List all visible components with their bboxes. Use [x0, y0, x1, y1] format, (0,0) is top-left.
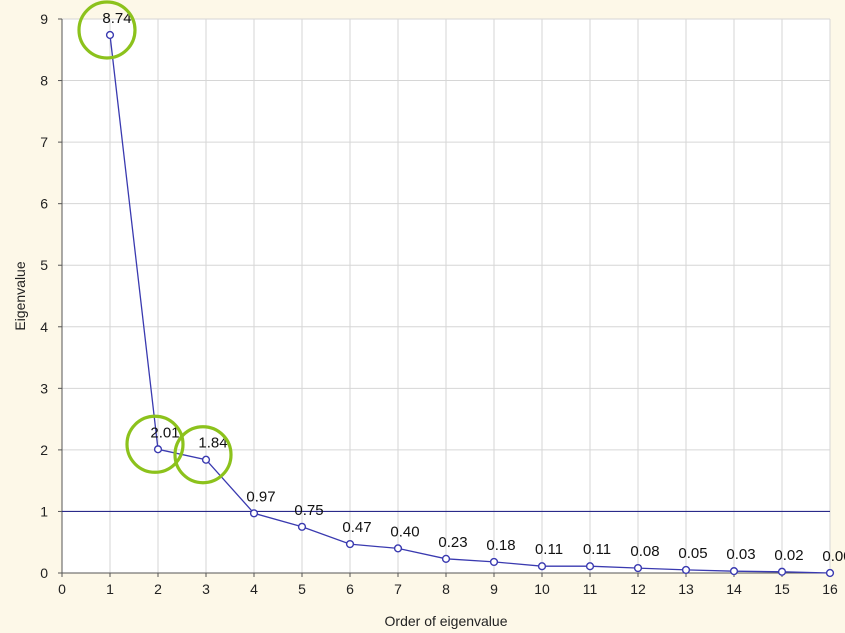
- x-tick-label: 4: [250, 581, 258, 597]
- data-point: [633, 563, 643, 573]
- x-tick-label: 12: [630, 581, 646, 597]
- data-label: 0.00: [822, 548, 845, 565]
- x-tick-label: 5: [298, 581, 306, 597]
- data-point: [585, 562, 595, 571]
- x-tick-label: 16: [822, 581, 838, 597]
- y-tick-label: 3: [40, 380, 48, 396]
- data-label: 0.05: [678, 545, 707, 562]
- data-label: 0.02: [774, 547, 803, 564]
- x-tick-label: 3: [202, 581, 210, 597]
- x-tick-label: 15: [774, 581, 790, 597]
- y-tick-label: 7: [40, 134, 48, 150]
- x-tick-label: 1: [106, 581, 114, 597]
- data-point: [825, 568, 835, 578]
- y-axis-title: Eigenvalue: [12, 261, 28, 330]
- data-point: [489, 557, 499, 567]
- data-label: 0.03: [726, 546, 755, 563]
- series-line: [109, 34, 831, 574]
- data-label: 0.08: [630, 543, 659, 560]
- data-label: 8.74: [102, 10, 131, 27]
- y-tick-label: 9: [40, 11, 48, 27]
- data-label: 0.40: [390, 523, 419, 540]
- x-tick-label: 14: [726, 581, 742, 597]
- x-tick-label: 8: [442, 581, 450, 597]
- x-tick-label: 13: [678, 581, 694, 597]
- data-label: 0.75: [294, 502, 323, 519]
- highlight-circle: [77, 0, 137, 60]
- data-label: 0.18: [486, 537, 515, 554]
- data-label: 0.11: [535, 541, 563, 558]
- x-tick-label: 7: [394, 581, 402, 597]
- y-tick-label: 1: [40, 503, 48, 519]
- y-tick-label: 5: [40, 257, 48, 273]
- data-point: [105, 30, 115, 40]
- data-point: [729, 567, 739, 576]
- data-label: 2.01: [150, 424, 179, 441]
- x-tick-label: 0: [58, 581, 66, 597]
- highlight-circle: [125, 414, 185, 474]
- y-tick-label: 4: [40, 319, 48, 335]
- data-points: [105, 30, 835, 578]
- data-point: [777, 567, 787, 576]
- x-tick-label: 10: [534, 581, 550, 597]
- data-point: [297, 522, 307, 531]
- data-point: [345, 539, 355, 549]
- data-point: [153, 445, 163, 454]
- data-label: 0.47: [342, 519, 371, 536]
- x-axis-title: Order of eigenvalue: [385, 613, 508, 629]
- x-tick-label: 11: [583, 581, 598, 597]
- data-point: [393, 544, 403, 553]
- data-labels: 8.74 2.01 1.84 0.97 0.75 0.47 0.40 0.23 0.18 0.11…: [102, 10, 845, 565]
- y-tick-label: 8: [40, 73, 48, 89]
- y-tick-label: 6: [40, 196, 48, 212]
- data-point: [249, 509, 259, 518]
- data-point: [441, 554, 451, 563]
- highlight-circle: [173, 425, 233, 485]
- data-label: 1.84: [198, 435, 227, 452]
- data-label: 0.11: [583, 541, 611, 558]
- y-tick-label: 0: [40, 565, 48, 581]
- highlight-circles: [77, 0, 233, 485]
- data-point: [681, 565, 691, 575]
- data-label: 0.97: [246, 488, 275, 505]
- x-tick-label: 9: [490, 581, 498, 597]
- data-point: [201, 455, 211, 464]
- data-label: 0.23: [438, 534, 467, 551]
- x-tick-label: 6: [346, 581, 354, 597]
- y-tick-label: 2: [40, 442, 48, 458]
- data-point: [537, 562, 547, 571]
- x-tick-label: 2: [154, 581, 162, 597]
